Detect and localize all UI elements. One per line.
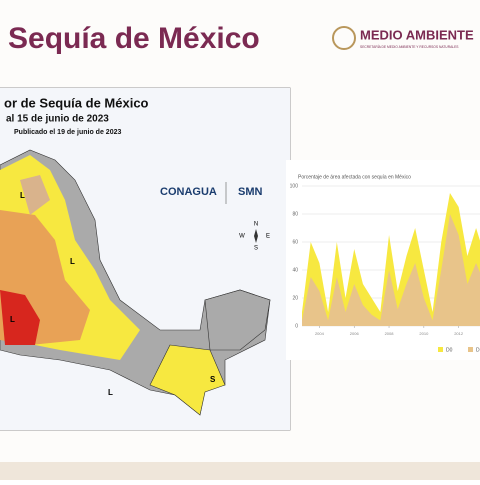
logo-title: MEDIO AMBIENTE xyxy=(360,27,474,42)
region-label: L xyxy=(108,388,113,397)
y-tick-label: 60 xyxy=(292,239,298,245)
region-label: S xyxy=(210,375,216,384)
drought-se xyxy=(149,344,226,416)
legend-swatch xyxy=(468,347,473,352)
logo-conagua: CONAGUA xyxy=(160,186,217,198)
map-published: Publicado el 19 de junio de 2023 xyxy=(14,129,121,136)
region-label: L xyxy=(70,257,75,266)
x-tick-label: 2004 xyxy=(315,331,325,336)
area xyxy=(302,193,480,326)
y-tick-label: 80 xyxy=(292,211,298,217)
compass-w: W xyxy=(239,234,245,240)
drought-d3 xyxy=(0,290,40,345)
map-date: al 15 de junio de 2023 xyxy=(6,114,109,125)
region-label: L xyxy=(10,315,15,324)
area xyxy=(302,214,480,326)
x-tick-label: 2012 xyxy=(454,331,464,336)
legend-label: D1 xyxy=(476,347,480,353)
chart: 0 20 40 60 80 100 2004 2006 2008 2010 2012 D0 D1 xyxy=(290,183,480,353)
x-tick-label: 2010 xyxy=(419,331,429,336)
compass-s: S xyxy=(254,246,258,252)
y-tick-label: 100 xyxy=(290,183,299,189)
compass-rose xyxy=(254,229,258,243)
x-tick-label: 2006 xyxy=(350,331,360,336)
compass-n: N xyxy=(254,222,258,228)
region-label: L xyxy=(20,191,25,200)
y-tick-label: 20 xyxy=(292,295,298,301)
x-tick-label: 2008 xyxy=(385,331,395,336)
legend-label: D0 xyxy=(446,347,453,353)
legend-swatch xyxy=(438,347,443,352)
drought-d1b xyxy=(20,175,50,215)
logo-smn: SMN xyxy=(238,186,263,198)
title: Sequía de México xyxy=(8,22,260,55)
footer-band xyxy=(0,462,480,480)
logo-subtitle: SECRETARÍA DE MEDIO AMBIENTE Y RECURSOS … xyxy=(360,45,459,49)
emblem xyxy=(332,26,356,50)
map-title: or de Sequía de México xyxy=(4,95,149,110)
chart-title: Porcentaje de área afectada con sequía e… xyxy=(298,174,411,180)
y-tick-label: 40 xyxy=(292,267,298,273)
y-tick-label: 0 xyxy=(295,323,298,329)
compass-e: E xyxy=(266,234,270,240)
